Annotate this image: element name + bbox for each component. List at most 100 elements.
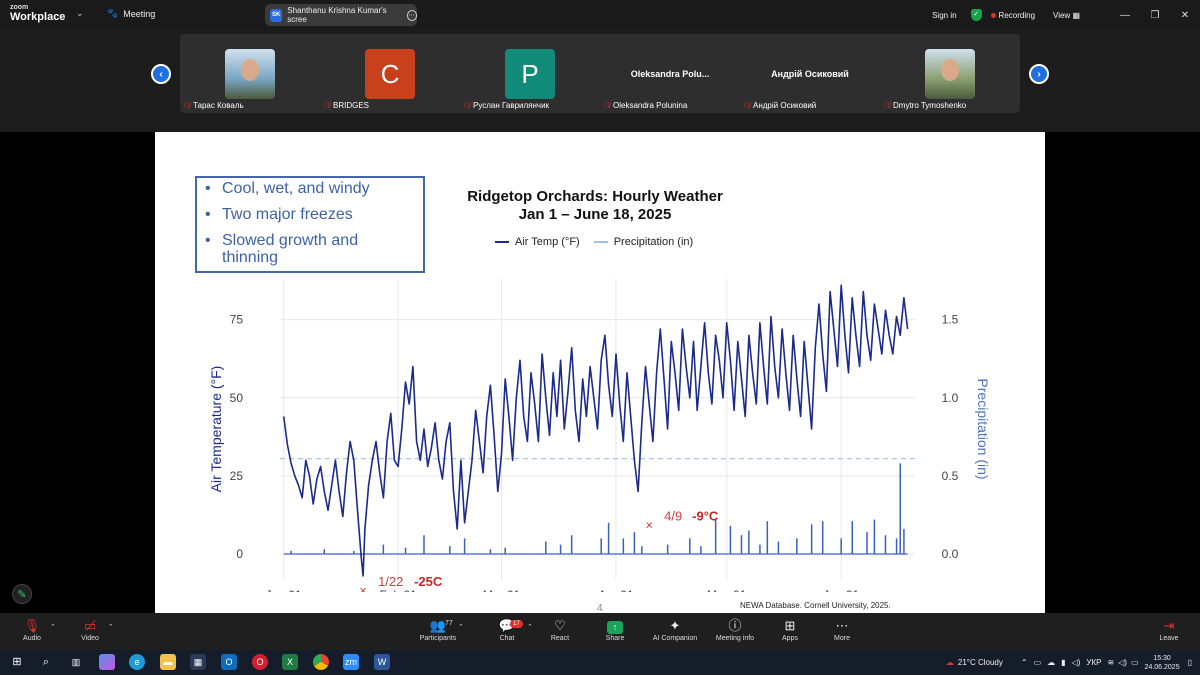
recording-indicator[interactable]: Recording bbox=[990, 10, 1036, 20]
participant-name: Тарас Коваль bbox=[193, 101, 244, 110]
ai-companion-button[interactable]: ✦ AI Companion bbox=[645, 617, 705, 642]
gallery-next-icon[interactable]: › bbox=[1029, 64, 1049, 84]
mic-icon[interactable]: ▮ bbox=[1061, 658, 1066, 667]
network-icon[interactable]: ▭ bbox=[1033, 658, 1042, 667]
shared-screen: Cool, wet, and windy Two major freezes S… bbox=[0, 132, 1200, 614]
notifications-icon[interactable]: ▯ bbox=[1187, 658, 1192, 667]
windows-start-icon[interactable]: ⊞ bbox=[12, 656, 22, 668]
chevron-down-icon[interactable]: ⌄ bbox=[76, 8, 84, 18]
y-tick-label: 0 bbox=[236, 547, 243, 561]
view-label: View bbox=[1053, 10, 1071, 20]
control-label: Video bbox=[81, 635, 99, 642]
chrome-icon[interactable] bbox=[313, 654, 329, 670]
excel-icon[interactable]: X bbox=[282, 654, 298, 670]
sign-in-link[interactable]: Sign in bbox=[932, 10, 957, 20]
share-button[interactable]: ↑ Share bbox=[585, 617, 645, 642]
store-icon[interactable]: ▦ bbox=[190, 654, 206, 670]
weather-label[interactable]: 21°C Cloudy bbox=[957, 658, 1003, 667]
tray-chevron-icon[interactable]: ⌃ bbox=[1020, 658, 1028, 667]
apps-button[interactable]: ⊞ Apps bbox=[760, 617, 820, 642]
clock-date: 24.06.2025 bbox=[1144, 663, 1180, 671]
zoom-taskbar-icon[interactable]: zm bbox=[343, 654, 359, 670]
opera-icon[interactable]: O bbox=[252, 654, 268, 670]
participants-icon: 👥 bbox=[429, 618, 447, 633]
chart-title-line1: Ridgetop Orchards: Hourly Weather bbox=[467, 188, 723, 205]
zoom-logo: zoom Workplace bbox=[10, 4, 65, 23]
file-explorer-icon[interactable]: ▬ bbox=[160, 654, 176, 670]
more-icon: ⋯ bbox=[835, 618, 849, 633]
meeting-info-button[interactable]: ⓘ Meeting info bbox=[705, 617, 765, 642]
paw-icon: 🐾 bbox=[107, 8, 119, 18]
search-icon[interactable]: ⌕ bbox=[42, 656, 50, 668]
task-view-icon[interactable]: ▥ bbox=[71, 657, 81, 667]
video-button[interactable]: ▭̸ Video ⌃ bbox=[60, 617, 120, 642]
volume-icon[interactable]: ◁) bbox=[1118, 658, 1127, 667]
audio-button[interactable]: 🎙 Audio ⌃ bbox=[2, 617, 62, 642]
leave-icon: ⇥ bbox=[1163, 618, 1175, 633]
chat-button[interactable]: 💬 Chat 17 ⌃ bbox=[477, 617, 537, 642]
participant-name: Oleksandra Polunina bbox=[613, 101, 688, 110]
y-tick-label: 75 bbox=[230, 313, 244, 327]
edge-icon[interactable]: e bbox=[129, 654, 145, 670]
word-icon[interactable]: W bbox=[374, 654, 390, 670]
view-button[interactable]: View ▦ bbox=[1053, 10, 1080, 20]
mic-muted-icon: 🎙̸ bbox=[744, 101, 750, 110]
participant-photo bbox=[925, 49, 975, 99]
participant-tile[interactable]: 🎙̸ Тарас Коваль bbox=[180, 34, 320, 113]
more-options-icon[interactable]: ⋯ bbox=[406, 9, 417, 21]
cloud-icon[interactable]: ☁ bbox=[1047, 658, 1056, 667]
participant-label: 🎙̸ Тарас Коваль bbox=[184, 101, 244, 110]
clock[interactable]: 15:30 24.06.2025 bbox=[1145, 654, 1180, 672]
windows-taskbar: ⊞ ⌕ ▥ e ▬ ▦ O O X zm W ☁ 21°C Cloudy ⌃ ▭… bbox=[0, 650, 1200, 675]
close-icon[interactable]: ✕ bbox=[1180, 9, 1190, 21]
chevron-up-icon[interactable]: ⌃ bbox=[527, 624, 533, 631]
y2-tick-label: 1.0 bbox=[942, 391, 959, 405]
x-tick-label: May 01 bbox=[707, 588, 747, 592]
gallery-prev-icon[interactable]: ‹ bbox=[151, 64, 171, 84]
bullet-item: Slowed growth and thinning bbox=[205, 232, 415, 266]
participant-name: Dmytro Tymoshenko bbox=[893, 101, 967, 110]
apps-icon: ⊞ bbox=[784, 618, 796, 633]
face-shape bbox=[241, 59, 259, 81]
shield-icon[interactable]: ✓ bbox=[970, 9, 982, 21]
wifi-icon[interactable]: ≋ bbox=[1107, 658, 1115, 667]
sparkle-icon: ✦ bbox=[669, 618, 681, 633]
mic-muted-icon: 🎙̸ bbox=[604, 101, 610, 110]
react-button[interactable]: ♡ React bbox=[530, 617, 590, 642]
chevron-up-icon[interactable]: ⌃ bbox=[108, 624, 114, 631]
presentation-slide: Cool, wet, and windy Two major freezes S… bbox=[155, 132, 1045, 614]
participant-tile[interactable]: Oleksandra Polu... 🎙̸ Oleksandra Polunina bbox=[600, 34, 740, 113]
participants-button[interactable]: 👥 Participants 77 ⌃ bbox=[408, 617, 468, 642]
meeting-tab[interactable]: 🐾 Meeting bbox=[107, 8, 155, 19]
participant-display-name: Oleksandra Polu... bbox=[630, 69, 710, 79]
participant-tile[interactable]: P 🎙̸ Руслан Гаврилянчик bbox=[460, 34, 600, 113]
chevron-up-icon[interactable]: ⌃ bbox=[50, 624, 56, 631]
share-initials-badge: SK bbox=[270, 8, 283, 22]
restore-icon[interactable]: ❐ bbox=[1150, 9, 1160, 21]
x-tick-label: Jan 01 bbox=[266, 588, 302, 592]
control-label: Chat bbox=[499, 635, 515, 642]
battery-icon[interactable]: ▭ bbox=[1130, 658, 1139, 667]
screen-share-tab[interactable]: SK Shanthanu Krishna Kumar's scree ⋯ bbox=[265, 4, 417, 26]
participant-tile[interactable]: 🎙̸ Dmytro Tymoshenko bbox=[880, 34, 1020, 113]
language-indicator[interactable]: УКР bbox=[1086, 658, 1102, 667]
participant-tile[interactable]: C 🎙̸ BRIDGES bbox=[320, 34, 460, 113]
mic-off-icon: 🎙 bbox=[23, 618, 41, 633]
face-shape bbox=[941, 59, 959, 81]
more-button[interactable]: ⋯ More bbox=[812, 617, 872, 642]
participant-avatar: C bbox=[365, 49, 415, 99]
weather-chart: Jan 01 Feb 01 Mar 01 Apr 01 May 01 Jun 01 0 0.0… bbox=[208, 279, 991, 592]
x-tick-label: Mar 01 bbox=[483, 588, 521, 592]
annotate-pen-icon[interactable]: ✎ bbox=[12, 584, 32, 604]
minimize-icon[interactable]: — bbox=[1120, 9, 1130, 21]
speaker-icon[interactable]: ◁) bbox=[1071, 658, 1081, 667]
recording-label: Recording bbox=[998, 10, 1036, 20]
copilot-icon[interactable] bbox=[99, 654, 115, 670]
brand-top: zoom bbox=[10, 4, 29, 11]
legend-precip-label: Precipitation (in) bbox=[613, 236, 694, 248]
outlook-icon[interactable]: O bbox=[221, 654, 237, 670]
participant-label: 🎙̸ Андрій Осиковий bbox=[744, 101, 816, 110]
leave-button[interactable]: ⇥ Leave bbox=[1139, 617, 1199, 642]
participant-tile[interactable]: Андрій Осиковий 🎙̸ Андрій Осиковий bbox=[740, 34, 880, 113]
chevron-up-icon[interactable]: ⌃ bbox=[458, 624, 464, 631]
